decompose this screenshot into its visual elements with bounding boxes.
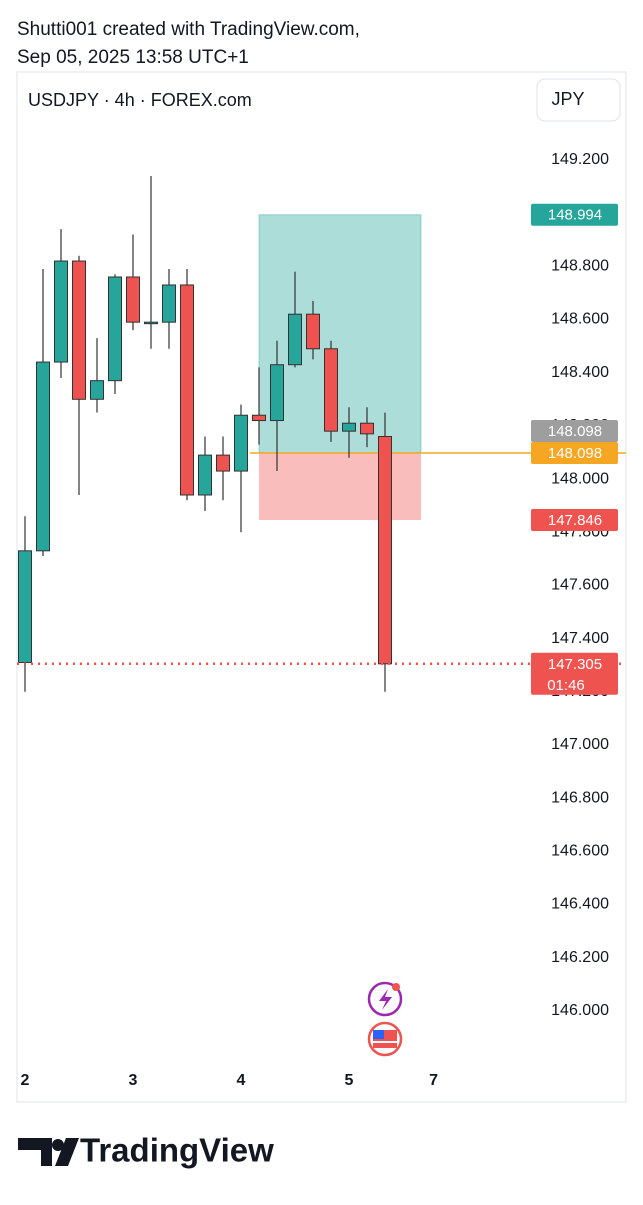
x-tick-label: 5 bbox=[345, 1072, 354, 1089]
y-tick-label: 149.200 bbox=[551, 151, 609, 168]
price-label: 148.994 bbox=[548, 207, 602, 224]
y-tick-label: 146.800 bbox=[551, 789, 609, 806]
candle-body bbox=[126, 276, 140, 323]
loss-zone bbox=[259, 452, 421, 520]
candle-body bbox=[342, 422, 356, 432]
candle-body bbox=[252, 414, 266, 422]
profit-zone bbox=[258, 214, 422, 454]
logo-text: TradingView bbox=[80, 1132, 274, 1169]
price-label-box bbox=[531, 203, 618, 226]
y-tick-label: 146.400 bbox=[551, 896, 609, 913]
candle-body bbox=[162, 284, 176, 323]
currency-button[interactable] bbox=[536, 78, 621, 122]
candle-body bbox=[216, 454, 230, 472]
y-tick-label: 146.000 bbox=[551, 1002, 609, 1019]
candle-body bbox=[108, 276, 122, 382]
candle-body bbox=[378, 435, 392, 665]
header-line: Shutti001 created with TradingView.com, bbox=[17, 19, 360, 40]
x-tick-label: 4 bbox=[237, 1072, 246, 1089]
x-tick-label: 3 bbox=[129, 1072, 138, 1089]
candle-body bbox=[306, 313, 320, 350]
lightning bbox=[379, 989, 392, 1010]
candle-body bbox=[90, 380, 104, 400]
candle-body bbox=[144, 321, 158, 325]
y-tick-label: 146.600 bbox=[551, 842, 609, 859]
flag-canton bbox=[373, 1030, 384, 1039]
y-tick-label: 148.400 bbox=[551, 364, 609, 381]
candle-body bbox=[360, 422, 374, 435]
price-label-box bbox=[531, 508, 618, 531]
dot bbox=[392, 983, 400, 991]
candle-body bbox=[72, 260, 86, 400]
candle-body bbox=[180, 284, 194, 496]
price-label: 148.098 bbox=[548, 445, 602, 462]
y-tick-label: 148.800 bbox=[551, 258, 609, 275]
y-tick-label: 146.200 bbox=[551, 949, 609, 966]
candle-body bbox=[270, 364, 284, 422]
candle-body bbox=[234, 414, 248, 472]
countdown: 01:46 bbox=[547, 677, 585, 694]
price-label-box bbox=[531, 441, 618, 464]
price-label-box bbox=[531, 652, 618, 695]
price-label: 147.305 bbox=[548, 656, 602, 673]
currency: JPY bbox=[551, 89, 584, 109]
y-tick-label: 148.000 bbox=[551, 470, 609, 487]
candle-body bbox=[288, 313, 302, 366]
candle-body bbox=[36, 361, 50, 552]
header-line: Sep 05, 2025 13:58 UTC+1 bbox=[17, 47, 249, 68]
price-label: 147.846 bbox=[548, 512, 602, 529]
price-label: 148.098 bbox=[548, 423, 602, 440]
candle-body bbox=[18, 550, 32, 663]
chart-title: USDJPY · 4h · FOREX.com bbox=[28, 90, 252, 110]
x-tick-label: 2 bbox=[21, 1072, 30, 1089]
candle-body bbox=[54, 260, 68, 363]
candle-body bbox=[324, 348, 338, 432]
logo-mark bbox=[18, 1138, 52, 1166]
y-tick-label: 148.600 bbox=[551, 311, 609, 328]
y-tick-label: 147.400 bbox=[551, 630, 609, 647]
logo-mark bbox=[55, 1138, 79, 1166]
y-tick-label: 147.600 bbox=[551, 577, 609, 594]
chart-frame bbox=[16, 71, 627, 1103]
y-tick-label: 147.000 bbox=[551, 736, 609, 753]
candle-body bbox=[198, 454, 212, 496]
logo-mark bbox=[52, 1139, 64, 1151]
x-tick-label: 7 bbox=[429, 1072, 438, 1089]
price-label-box bbox=[531, 419, 618, 442]
